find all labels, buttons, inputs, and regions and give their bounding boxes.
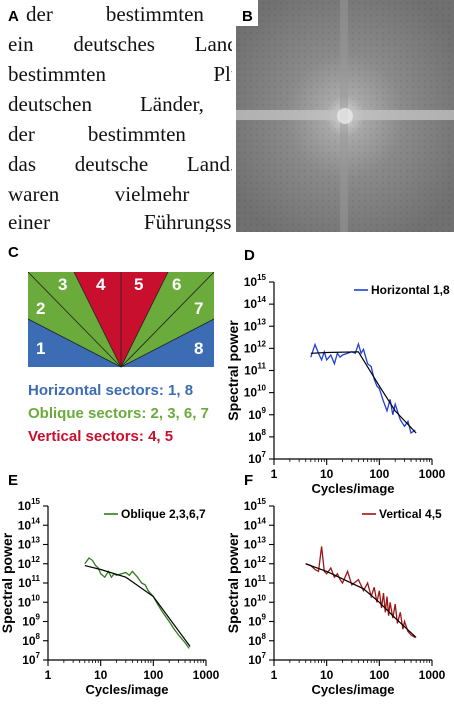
text-line: einer Führungsschicht,	[8, 210, 232, 232]
y-tick-label: 1015	[18, 497, 41, 513]
panel-label-f: F	[244, 472, 254, 489]
x-tick-label: 1	[271, 668, 278, 682]
y-tick-label: 108	[248, 428, 266, 444]
panel-b-label-bg	[236, 0, 258, 26]
panel-label-b: B	[242, 8, 253, 25]
panel-label-d: D	[244, 247, 255, 264]
sector-number-7: 7	[194, 299, 203, 318]
y-tick-label: 1011	[18, 574, 40, 590]
y-tick-label: 109	[22, 613, 40, 629]
text-line: deutschen Länder, nich	[8, 92, 232, 116]
sector-divider	[28, 318, 122, 368]
text-line: der bestimmten Singu	[8, 122, 232, 146]
x-tick-label: 1000	[419, 668, 446, 682]
x-tick-label: 10	[320, 668, 334, 682]
x-tick-label: 10	[94, 668, 108, 682]
panel-a-text-excerpt: der bestimmten Singu ein deutsches Land …	[0, 0, 232, 232]
chart-f-vertical-spectrum: 1 10 100 1000 107 108 109 1010 1011 1012 1013 1014 1…	[226, 497, 446, 697]
panel-label-e: E	[8, 472, 19, 489]
text-line: waren vielmehr Länd	[8, 182, 232, 206]
y-tick-label: 108	[248, 632, 266, 648]
series-line	[84, 557, 190, 649]
sector-divider	[120, 318, 214, 368]
sector-number-8: 8	[194, 339, 203, 358]
y-tick-label: 107	[22, 651, 40, 667]
y-tick-label: 1012	[244, 339, 267, 355]
y-tick-label: 1010	[18, 593, 41, 609]
x-tick-label: 1	[271, 467, 278, 481]
sector-diagram: 1 2 3 4 5 6 7 8	[28, 272, 214, 368]
sector-divider	[120, 272, 214, 368]
text-line: bestimmten Pluralfor	[8, 62, 232, 86]
y-tick-label: 108	[22, 632, 40, 648]
text-line: das deutsche Land. C	[8, 152, 232, 176]
y-tick-label: 1013	[18, 536, 41, 552]
sector-number-2: 2	[36, 299, 45, 318]
x-tick-label: 100	[369, 467, 389, 481]
text-line: ein deutsches Land o	[8, 32, 232, 56]
x-tick-label: 100	[369, 668, 389, 682]
sector-number-3: 3	[58, 275, 67, 294]
y-tick-label: 1013	[244, 536, 267, 552]
y-axis-label: Spectral power	[226, 532, 241, 633]
y-tick-label: 1010	[244, 384, 267, 400]
series-line	[310, 341, 416, 435]
legend-label: Horizontal 1,8	[371, 283, 450, 297]
x-tick-label: 100	[143, 668, 163, 682]
sector-number-5: 5	[134, 275, 143, 294]
fit-line	[310, 351, 417, 434]
legend-label: Oblique 2,3,6,7	[121, 507, 206, 521]
fit-line	[84, 565, 191, 647]
y-tick-label: 1014	[244, 516, 267, 532]
y-axis-label: Spectral power	[226, 320, 241, 421]
y-tick-label: 1010	[244, 593, 267, 609]
sector-divider	[28, 272, 122, 368]
panel-label-a-overlay: A	[8, 8, 21, 25]
legend-label: Vertical 4,5	[379, 507, 442, 521]
y-tick-label: 1011	[244, 574, 266, 590]
y-tick-label: 109	[248, 406, 266, 422]
fit-line	[305, 563, 417, 638]
y-tick-label: 107	[248, 450, 266, 466]
sector-divider	[120, 272, 169, 368]
series-line	[305, 546, 416, 638]
x-axis-label: Cycles/image	[311, 481, 394, 496]
sector-legend-horizontal: Horizontal sectors: 1, 8	[28, 382, 194, 399]
x-tick-label: 1000	[193, 668, 220, 682]
x-tick-label: 1000	[419, 467, 446, 481]
x-axis-label: Cycles/image	[85, 682, 168, 697]
panel-b-fourier-spectrum	[236, 0, 454, 232]
y-tick-label: 1015	[244, 273, 267, 289]
x-axis-label: Cycles/image	[311, 682, 394, 697]
panel-label-c: C	[8, 244, 19, 261]
y-tick-label: 1014	[244, 295, 267, 311]
y-tick-label: 109	[248, 613, 266, 629]
y-tick-label: 1015	[244, 497, 267, 513]
sector-number-4: 4	[96, 275, 106, 294]
sector-legend-vertical: Vertical sectors: 4, 5	[28, 428, 174, 445]
text-line: der bestimmten Singu	[26, 2, 232, 26]
sector-number-1: 1	[36, 339, 45, 358]
y-tick-label: 1012	[244, 555, 267, 571]
sector-number-6: 6	[172, 275, 181, 294]
sector-divider	[73, 272, 122, 368]
x-tick-label: 10	[320, 467, 334, 481]
spectrum-center	[337, 108, 353, 124]
y-tick-label: 1014	[18, 516, 41, 532]
y-tick-label: 1012	[18, 555, 41, 571]
y-tick-label: 1013	[244, 317, 267, 333]
y-axis-label: Spectral power	[0, 532, 15, 633]
sector-legend-oblique: Oblique sectors: 2, 3, 6, 7	[28, 405, 209, 422]
x-tick-label: 1	[45, 668, 52, 682]
y-tick-label: 107	[248, 651, 266, 667]
y-tick-label: 1011	[244, 362, 266, 378]
chart-e-oblique-spectrum: 1 10 100 1000 107 108 109 1010 1011 1012 1013 1014 1…	[0, 497, 220, 697]
chart-d-horizontal-spectrum: 1 10 100 1000 107 108 109 1010 1011 1012 1013 1014 1…	[226, 273, 450, 496]
